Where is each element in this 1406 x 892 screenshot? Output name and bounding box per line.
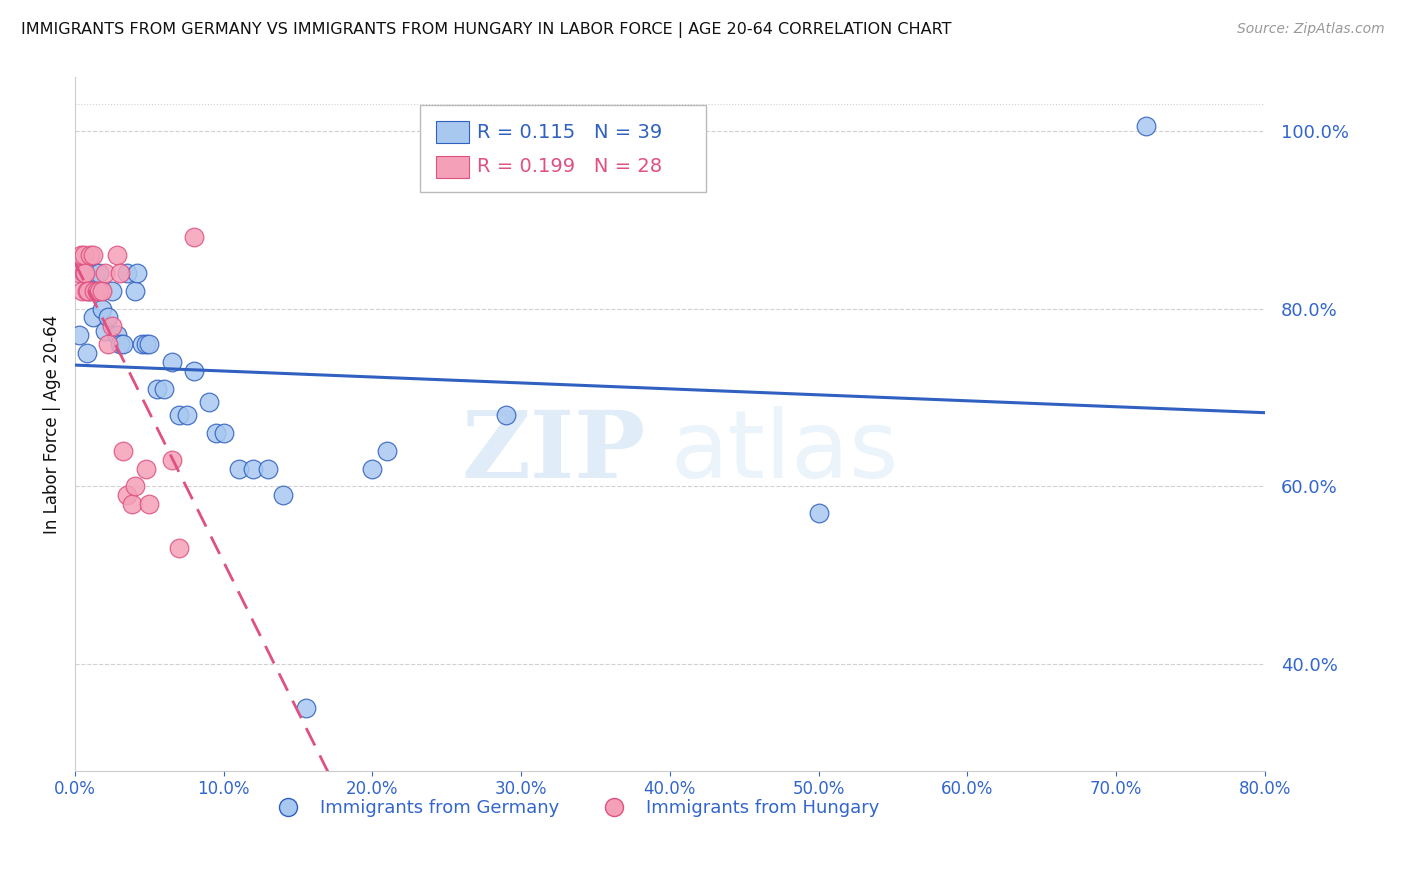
Point: [82, 310, 104, 325]
Point: [70, 248, 93, 262]
Point: [105, 328, 128, 343]
Point: [69, 266, 91, 280]
Point: [87, 284, 110, 298]
Point: [135, 461, 157, 475]
Point: [146, 382, 169, 396]
Text: Source: ZipAtlas.com: Source: ZipAtlas.com: [1237, 22, 1385, 37]
Text: atlas: atlas: [669, 406, 898, 498]
Text: ZIP: ZIP: [463, 407, 647, 497]
Point: [77, 284, 100, 298]
Point: [90, 284, 112, 298]
Point: [90, 284, 112, 298]
Point: [87, 266, 110, 280]
Point: [73, 248, 96, 262]
Legend: Immigrants from Germany, Immigrants from Hungary: Immigrants from Germany, Immigrants from…: [263, 791, 887, 824]
Point: [138, 337, 160, 351]
Point: [135, 337, 157, 351]
Point: [375, 443, 398, 458]
Text: IMMIGRANTS FROM GERMANY VS IMMIGRANTS FROM HUNGARY IN LABOR FORCE | AGE 20-64 CO: IMMIGRANTS FROM GERMANY VS IMMIGRANTS FR…: [21, 22, 952, 38]
Point: [1135, 120, 1157, 134]
Point: [257, 461, 280, 475]
Y-axis label: In Labor Force | Age 20-64: In Labor Force | Age 20-64: [44, 315, 60, 533]
Point: [124, 479, 146, 493]
Point: [131, 337, 153, 351]
Point: [115, 488, 138, 502]
Point: [101, 284, 124, 298]
Point: [108, 337, 131, 351]
Point: [79, 248, 101, 262]
Point: [101, 319, 124, 334]
Point: [76, 346, 98, 360]
Point: [82, 248, 104, 262]
Point: [212, 425, 235, 440]
Point: [228, 461, 250, 475]
Point: [183, 364, 205, 378]
Point: [127, 266, 149, 280]
Point: [495, 408, 517, 422]
Point: [160, 452, 183, 467]
Point: [108, 266, 131, 280]
Point: [76, 284, 98, 298]
Point: [83, 284, 105, 298]
Point: [97, 310, 120, 325]
Point: [105, 248, 128, 262]
Point: [72, 284, 94, 298]
FancyBboxPatch shape: [420, 105, 706, 192]
Point: [90, 301, 112, 316]
Point: [111, 337, 134, 351]
Point: [167, 541, 190, 556]
Text: R = 0.199   N = 28: R = 0.199 N = 28: [477, 157, 662, 177]
Point: [176, 408, 198, 422]
Text: R = 0.115   N = 39: R = 0.115 N = 39: [477, 123, 662, 142]
Point: [242, 461, 264, 475]
Point: [94, 266, 117, 280]
Point: [205, 425, 228, 440]
Point: [86, 284, 108, 298]
Point: [69, 328, 91, 343]
Point: [138, 497, 160, 511]
Point: [79, 284, 101, 298]
Point: [121, 497, 143, 511]
Point: [153, 382, 176, 396]
Point: [183, 230, 205, 244]
Point: [294, 701, 316, 715]
Point: [75, 266, 97, 280]
Point: [111, 443, 134, 458]
Point: [160, 355, 183, 369]
Point: [124, 284, 146, 298]
Point: [97, 337, 120, 351]
Point: [94, 324, 117, 338]
Point: [73, 266, 96, 280]
Point: [84, 266, 107, 280]
Point: [115, 266, 138, 280]
Point: [807, 506, 830, 520]
Point: [167, 408, 190, 422]
FancyBboxPatch shape: [436, 156, 468, 178]
Point: [198, 395, 221, 409]
Point: [271, 488, 294, 502]
FancyBboxPatch shape: [436, 121, 468, 144]
Point: [361, 461, 384, 475]
